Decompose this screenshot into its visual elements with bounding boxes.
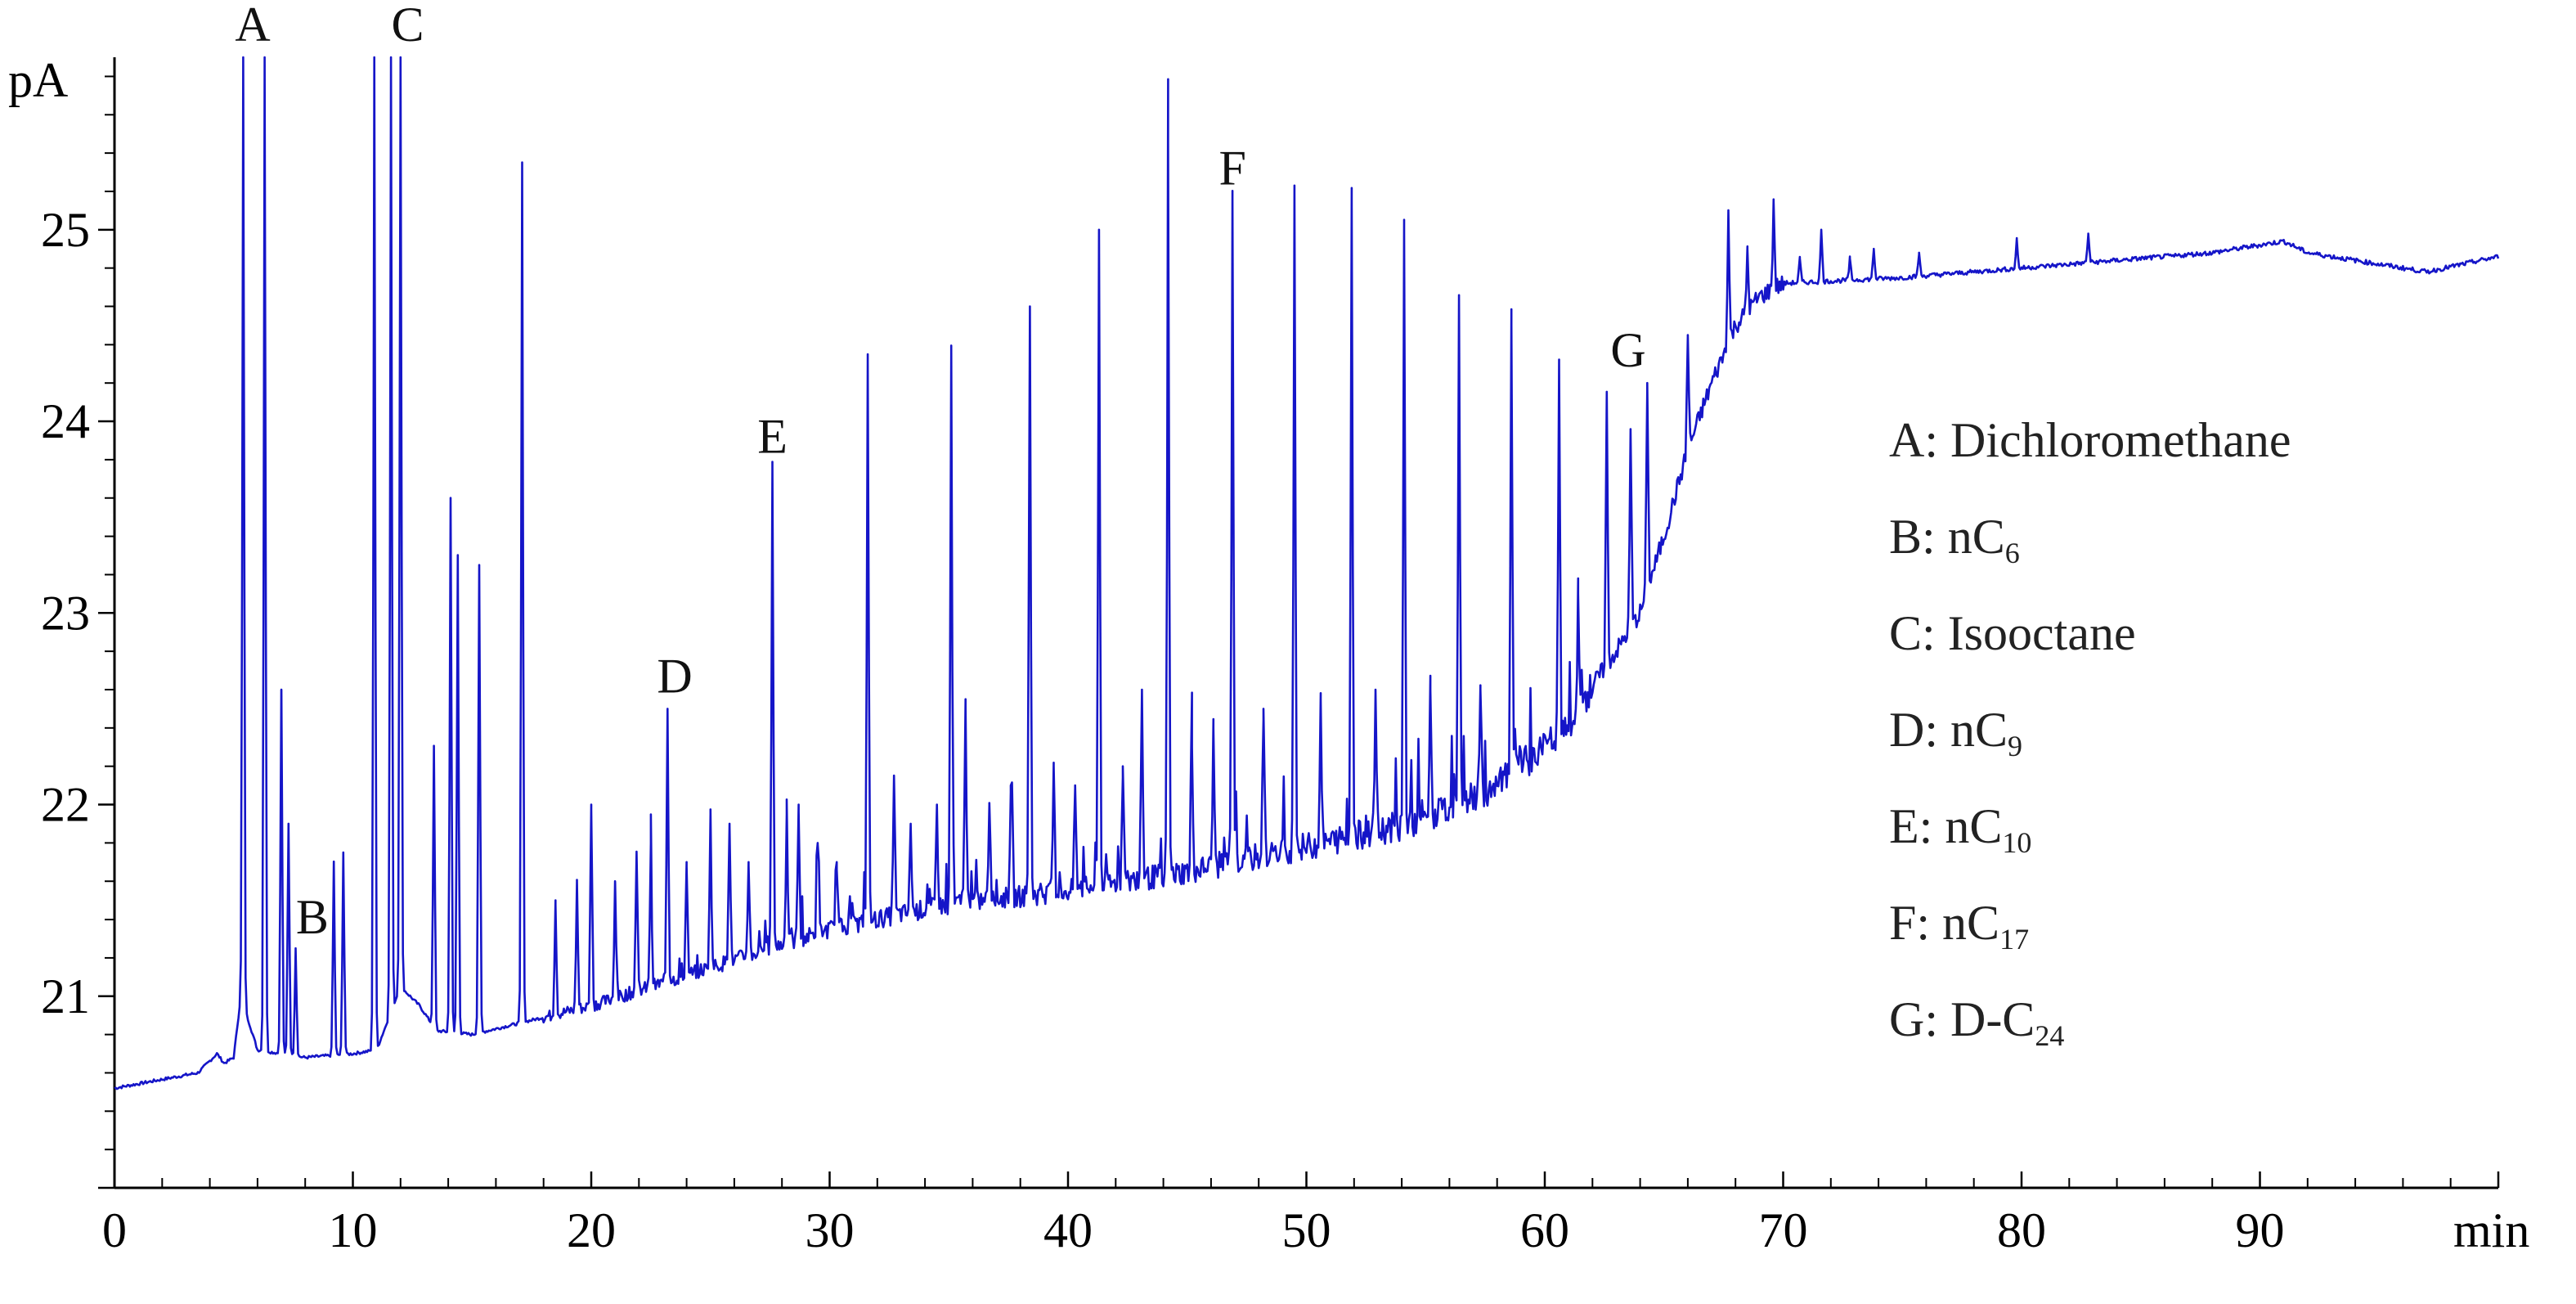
peak-label-d: D (657, 649, 692, 703)
peak-label-b: B (296, 890, 329, 944)
peak-label-a: A (235, 0, 270, 52)
x-tick-label: 80 (1997, 1203, 2046, 1257)
x-tick-label: 30 (806, 1203, 855, 1257)
peak-label-g: G (1610, 323, 1645, 377)
legend-entry: B: nC6 (1889, 510, 2020, 569)
y-axis-unit-label: pA (8, 53, 68, 107)
legend: A: Dichloromethane B: nC6 C: Isooctane D: n… (1889, 413, 2291, 1052)
y-tick-label: 21 (41, 969, 90, 1023)
x-tick-label: 20 (567, 1203, 616, 1257)
y-tick-label: 25 (41, 203, 90, 257)
tick-marks (98, 75, 2500, 1189)
tick-labels: 0 10 20 30 40 50 60 70 80 90 21 22 23 24 25 (41, 203, 2285, 1257)
peak-labels: A B C D E F G (235, 0, 1645, 944)
peak-label-c: C (392, 0, 424, 52)
axes (113, 57, 2498, 1189)
peak-label-f: F (1218, 142, 1245, 196)
x-tick-label: 70 (1759, 1203, 1808, 1257)
chromatogram-trace (114, 56, 2500, 1090)
legend-entry: D: nC9 (1889, 703, 2022, 762)
legend-entry: C: Isooctane (1889, 606, 2136, 660)
legend-entry: E: nC10 (1889, 799, 2031, 859)
y-tick-label: 24 (41, 394, 90, 448)
x-tick-label: 90 (2236, 1203, 2285, 1257)
legend-entry: A: Dichloromethane (1889, 413, 2291, 467)
x-tick-label: 60 (1520, 1203, 1569, 1257)
legend-entry: G: D-C24 (1889, 992, 2064, 1052)
x-axis-unit-label: min (2453, 1203, 2529, 1257)
y-tick-label: 23 (41, 586, 90, 640)
x-tick-label: 40 (1043, 1203, 1093, 1257)
peak-label-e: E (757, 410, 788, 464)
legend-entry: F: nC17 (1889, 896, 2029, 956)
y-tick-label: 22 (41, 778, 90, 832)
x-tick-label: 0 (102, 1203, 127, 1257)
x-tick-label: 50 (1282, 1203, 1331, 1257)
x-tick-label: 10 (329, 1203, 378, 1257)
